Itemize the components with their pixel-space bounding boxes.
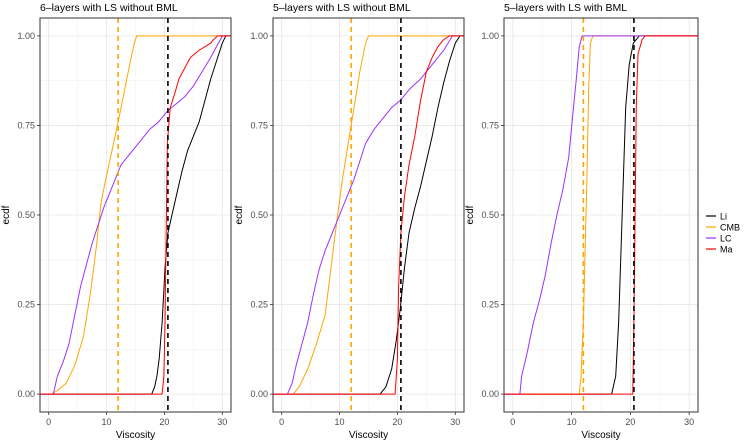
legend-label: Li <box>720 212 727 222</box>
y-tick-label: 0.50 <box>250 210 268 220</box>
x-tick-label: 20 <box>392 417 402 427</box>
y-tick-label: 0.25 <box>481 300 499 310</box>
legend-item: LC <box>706 234 732 244</box>
x-tick-label: 10 <box>567 417 577 427</box>
x-tick-label: 20 <box>625 417 635 427</box>
panel-title: 5–layers with LS with BML <box>504 2 627 14</box>
panel-title: 5–layers with LS without BML <box>273 2 411 14</box>
y-tick-label: 0.00 <box>17 389 35 399</box>
chart-panel: 0 10 20 30 0.00 0.25 0.50 0.75 1.00 6–layers with… <box>1 2 232 441</box>
chart-panel: 0 10 20 30 0.00 0.25 0.50 0.75 1.00 5–layers with… <box>234 2 465 441</box>
legend-label: LC <box>720 234 732 244</box>
panel-border <box>39 17 232 413</box>
series-line-ma <box>273 35 464 395</box>
series-line-ma <box>40 35 231 395</box>
x-tick-label: 20 <box>159 417 169 427</box>
y-axis-label: ecdf <box>465 205 476 224</box>
y-tick-label: 0.00 <box>481 389 499 399</box>
y-tick-label: 0.25 <box>17 300 35 310</box>
x-tick-label: 30 <box>684 417 694 427</box>
x-tick-label: 10 <box>335 417 345 427</box>
legend-item: CMB <box>706 223 740 233</box>
plot-area <box>40 18 231 412</box>
y-tick-label: 0.25 <box>250 300 268 310</box>
y-tick-label: 1.00 <box>481 31 499 41</box>
x-tick-label: 10 <box>102 417 112 427</box>
y-axis-label: ecdf <box>1 205 12 224</box>
y-tick-label: 0.50 <box>481 210 499 220</box>
panel-border <box>272 17 465 413</box>
x-axis-label: Viscosity <box>349 430 388 441</box>
legend-item: Ma <box>706 245 733 255</box>
y-tick-label: 0.50 <box>17 210 35 220</box>
panel-title: 6–layers with LS without BML <box>40 2 178 14</box>
plot-area <box>504 18 698 412</box>
y-axis-label: ecdf <box>234 205 245 224</box>
y-tick-label: 0.75 <box>481 120 499 130</box>
chart-panel: 0 10 20 30 0.00 0.25 0.50 0.75 1.00 5–layers with… <box>465 2 699 441</box>
x-tick-label: 0 <box>279 417 284 427</box>
x-axis-label: Viscosity <box>581 430 620 441</box>
series-line-lc <box>273 35 464 395</box>
series-line-lc <box>504 35 698 395</box>
series-line-lc <box>40 35 231 395</box>
series-line-cmb <box>504 35 698 395</box>
legend-label: CMB <box>720 223 740 233</box>
series-line-li <box>40 35 231 395</box>
series-line-li <box>504 35 698 395</box>
series-line-li <box>273 35 464 395</box>
y-tick-label: 0.00 <box>250 389 268 399</box>
y-tick-label: 1.00 <box>250 31 268 41</box>
legend-item: Li <box>706 212 727 222</box>
panel-border <box>503 17 699 413</box>
x-tick-label: 30 <box>217 417 227 427</box>
x-tick-label: 0 <box>46 417 51 427</box>
series-line-cmb <box>40 35 231 395</box>
x-tick-label: 0 <box>510 417 515 427</box>
y-tick-label: 0.75 <box>250 120 268 130</box>
plot-area <box>273 18 464 412</box>
x-axis-label: Viscosity <box>116 430 155 441</box>
x-tick-label: 30 <box>450 417 460 427</box>
legend-label: Ma <box>720 245 733 255</box>
y-tick-label: 1.00 <box>17 31 35 41</box>
y-tick-label: 0.75 <box>17 120 35 130</box>
panels: 0 10 20 30 0.00 0.25 0.50 0.75 1.00 6–layers with… <box>1 2 699 441</box>
